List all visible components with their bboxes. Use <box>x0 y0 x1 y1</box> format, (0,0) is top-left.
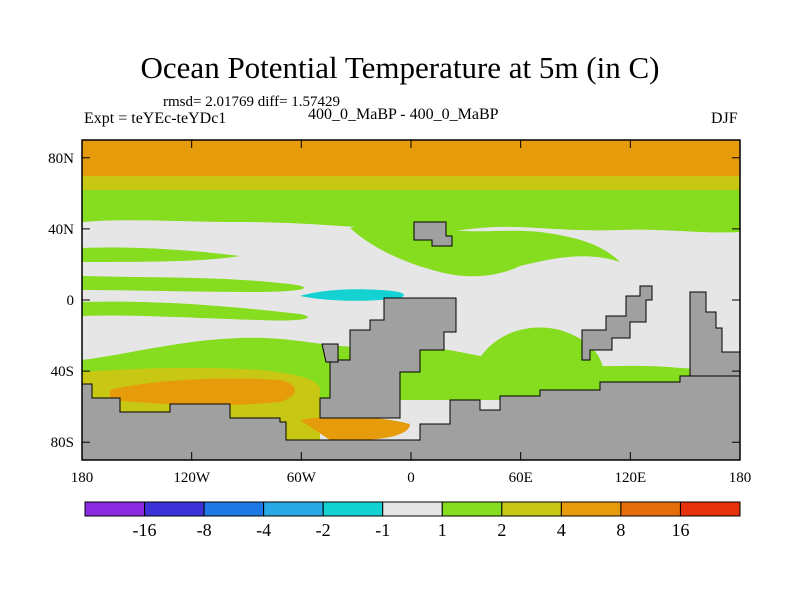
x-axis: 180 120W 60W 0 60E 120E 180 <box>71 140 752 486</box>
colorbar-swatch <box>382 501 443 517</box>
colorbar-label: -16 <box>133 520 157 540</box>
chart-title: Ocean Potential Temperature at 5m (in C) <box>140 50 660 85</box>
colorbar-label: -2 <box>316 520 331 540</box>
colorbar-label: 8 <box>616 520 625 540</box>
south-america-land <box>321 343 339 363</box>
y-tick-label: 80S <box>51 435 74 451</box>
colorbar-label: 2 <box>497 520 506 540</box>
colorbar-swatch <box>620 501 681 517</box>
plot-area <box>81 140 741 461</box>
y-tick-label: 0 <box>67 293 75 309</box>
southern-ocean-warm-2 <box>300 416 410 441</box>
colorbar-label: -4 <box>256 520 271 540</box>
x-tick-label: 0 <box>407 470 415 486</box>
colorbar-swatch <box>441 501 503 517</box>
colorbar: -16 -8 -4 -2 -1 1 2 4 8 16 <box>84 501 741 540</box>
europe-land <box>413 221 453 247</box>
colorbar-swatch <box>501 501 562 517</box>
australia-land <box>581 285 653 361</box>
expt-label: Expt = teYEc-teYDc1 <box>84 110 227 127</box>
x-tick-label: 60E <box>509 470 533 486</box>
y-tick-label: 40N <box>48 222 74 238</box>
equatorial-cold-tongue <box>300 289 404 301</box>
colorbar-label: -8 <box>197 520 212 540</box>
colorbar-swatch <box>203 501 265 517</box>
season-label: DJF <box>711 110 738 127</box>
antarctica-land <box>81 375 741 461</box>
colorbar-label: 4 <box>557 520 566 540</box>
east-land <box>689 291 741 377</box>
southern-ocean-warm <box>110 378 295 406</box>
africa-land <box>319 297 457 419</box>
colorbar-label: -1 <box>375 520 390 540</box>
x-tick-label: 60W <box>287 470 317 486</box>
stats-line: rmsd= 2.01769 diff= 1.57429 <box>163 94 341 110</box>
east-pacific-tongue <box>82 247 240 262</box>
colorbar-swatch <box>322 501 384 517</box>
x-tick-label: 180 <box>729 470 752 486</box>
north-subtropics <box>82 190 740 233</box>
tropical-streak-2 <box>82 301 308 321</box>
x-tick-label: 120E <box>614 470 646 486</box>
colorbar-swatch <box>144 501 205 517</box>
y-tick-label: 40S <box>51 364 74 380</box>
colorbar-label: 1 <box>438 520 447 540</box>
tropical-streak-1 <box>82 276 305 292</box>
colorbar-swatch <box>84 501 146 517</box>
colorbar-swatch <box>560 501 622 517</box>
y-axis: 80N 40N 0 40S 80S <box>48 151 740 451</box>
x-tick-label: 180 <box>71 470 94 486</box>
colorbar-swatch <box>263 501 324 517</box>
x-tick-label: 120W <box>173 470 211 486</box>
y-tick-label: 80N <box>48 151 74 167</box>
colorbar-label: 16 <box>671 520 689 540</box>
colorbar-swatch <box>679 501 741 517</box>
chart-subtitle: 400_0_MaBP - 400_0_MaBP <box>308 106 499 123</box>
